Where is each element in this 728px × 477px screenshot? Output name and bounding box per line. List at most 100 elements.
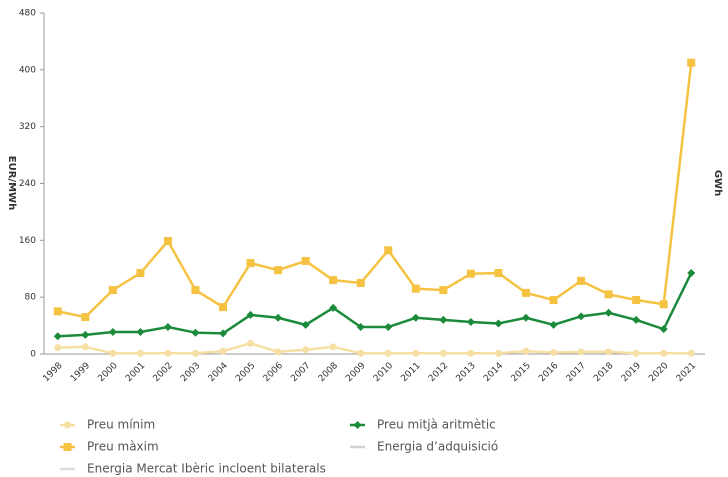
x-tick-label: 2004 [207,361,230,384]
point [163,237,172,246]
y-tick-label: 160 [19,236,36,246]
point [384,323,393,332]
point [356,323,365,332]
point [301,256,310,265]
point [109,349,117,357]
point [412,349,420,357]
point [494,269,503,278]
point [384,349,392,357]
point [632,296,641,305]
point [494,349,502,357]
point [302,346,310,354]
x-tick-label: 2010 [372,361,395,384]
y-tick-label: 80 [25,293,37,303]
point [577,348,585,356]
point [466,318,475,327]
point [164,349,172,357]
point [81,343,89,351]
point [246,310,255,319]
point [191,349,199,357]
y-tick-label: 320 [19,122,36,132]
y-tick-label: 400 [19,65,36,75]
x-tick-label: 2007 [289,361,312,384]
x-tick-label: 2003 [179,361,202,384]
x-tick-label: 2018 [592,361,615,384]
point [604,290,613,299]
point [136,349,144,357]
point [439,349,447,357]
x-tick-label: 2009 [344,361,367,384]
point [356,278,365,287]
point [687,349,695,357]
x-tick-label: 2012 [427,361,450,384]
x-tick-label: 2013 [455,361,478,384]
y2-axis-label: GWh [712,170,723,196]
point [136,327,145,336]
legend-label: Preu mitjà aritmètic [377,418,496,432]
point [53,307,62,316]
point [136,269,145,278]
point [329,303,338,312]
point [54,344,62,352]
x-tick-label: 2001 [124,361,147,384]
point [274,348,282,356]
point [81,330,90,339]
legend-marker [353,421,362,429]
x-tick-label: 1998 [41,361,64,384]
point [659,300,668,309]
x-tick-label: 2008 [317,361,340,384]
point [108,327,117,336]
y-axis-label: EUR/MWh [6,156,17,210]
point [219,347,227,355]
point [521,288,530,297]
point [411,284,420,293]
line [57,342,692,355]
point [274,313,283,322]
point [411,313,420,322]
point [687,269,696,278]
point [604,308,613,317]
point [439,315,448,324]
legend-label: Energia Mercat Ibèric incloent bilateral… [87,462,326,476]
x-tick-label: 2019 [620,361,643,384]
point [247,339,255,347]
point [467,349,475,357]
point [219,329,228,338]
point [632,315,641,324]
x-tick-label: 2000 [96,361,119,384]
line [57,272,693,338]
point [108,286,117,295]
x-tick-label: 2020 [647,361,670,384]
point [521,313,530,322]
point [550,349,558,357]
point [53,332,62,341]
x-tick-label: 1999 [69,361,92,384]
point [549,296,558,305]
point [494,319,503,328]
line [57,62,693,319]
point [466,269,475,278]
point [191,328,200,337]
x-tick-label: 2002 [152,361,175,384]
point [329,276,338,285]
point [439,286,448,295]
x-tick-label: 2016 [537,361,560,384]
legend-label: Energia d’adquisició [377,440,498,454]
point [384,246,393,255]
point [81,313,90,322]
x-tick-label: 2014 [482,361,505,384]
x-tick-label: 2006 [262,361,285,384]
legend-marker [64,421,71,429]
point [219,303,228,312]
point [163,323,172,332]
point [522,347,530,355]
point [605,348,613,356]
point [246,259,255,268]
point [301,320,310,329]
y-tick-label: 240 [19,179,36,189]
point [329,343,337,351]
point [549,320,558,329]
point [660,349,668,357]
x-tick-label: 2015 [510,361,533,384]
